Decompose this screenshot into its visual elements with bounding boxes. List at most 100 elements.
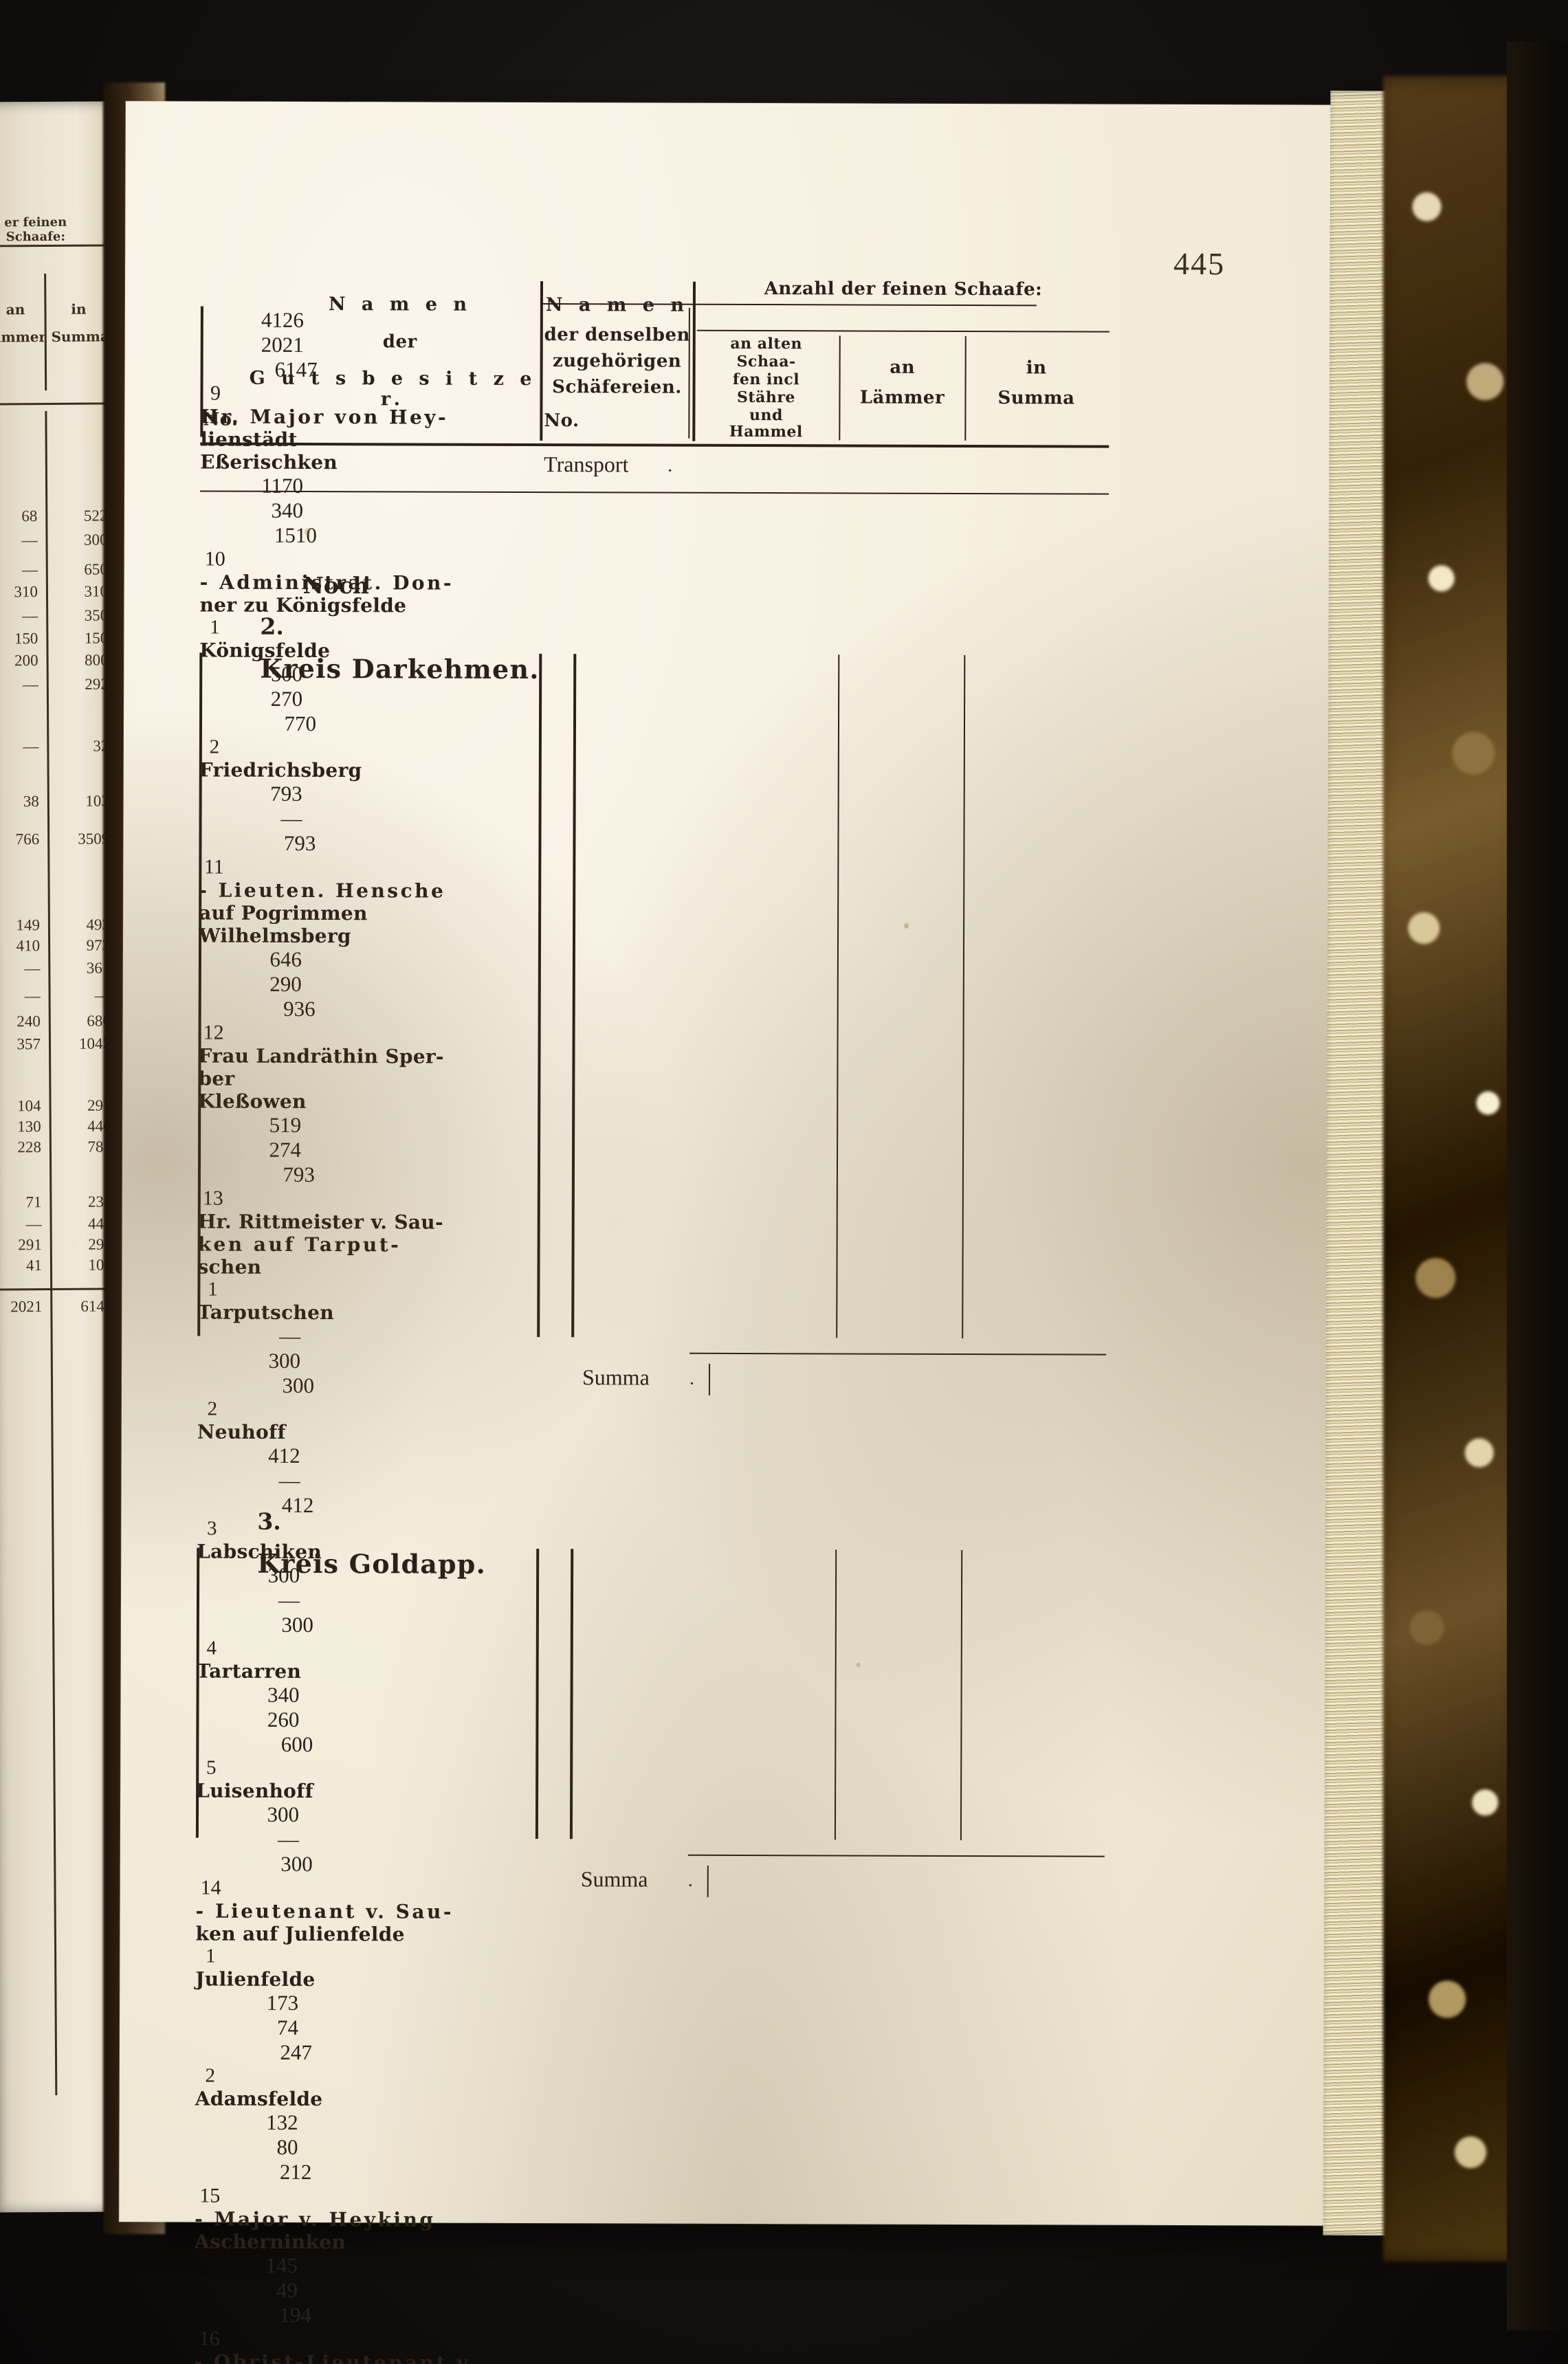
value-old-sheep: — <box>279 1323 301 1348</box>
verso-sum-value: 493 <box>86 916 111 934</box>
farm-sub-number: 5 <box>206 1756 217 1779</box>
value-old-sheep: 519 <box>269 1112 302 1137</box>
verso-col-sum-l1: in <box>71 300 87 318</box>
body-vrule-2 <box>569 1549 574 1840</box>
verso-lamb-value: 228 <box>17 1138 41 1156</box>
verso-sum-value: 150 <box>84 629 109 647</box>
verso-sum-value: 297 <box>87 1096 111 1114</box>
farm-name: Tartarren <box>196 1659 302 1683</box>
farm-sub-number: 2 <box>205 2064 216 2087</box>
verso-lamb-value: 41 <box>25 1257 43 1274</box>
value-old-sheep: 132 <box>266 2110 298 2134</box>
verso-lamb-value: 130 <box>17 1118 41 1136</box>
verso-sum-value: 522 <box>83 507 108 524</box>
verso-lamb-value: 291 <box>18 1236 42 1254</box>
verso-total-rule <box>0 1288 118 1291</box>
farm-sub-number: 3 <box>207 1517 217 1540</box>
value-sum: 793 <box>283 1162 316 1187</box>
col-farm-line2: der denselben <box>544 324 690 346</box>
body-vrule-3 <box>834 1549 837 1840</box>
verso-sum-value: 32 <box>93 737 109 755</box>
value-sum: 936 <box>283 996 316 1021</box>
col-old-line2: Schaa- <box>736 352 796 371</box>
row-number: 13 <box>202 1186 223 1210</box>
value-old-sheep: 173 <box>266 1990 299 2015</box>
recto-page: 445 Anzahl der feinen Schaafe: N a m e <box>119 101 1370 2364</box>
summa-top-rule <box>689 1352 1107 1356</box>
col-owner-line2: der <box>382 331 417 353</box>
value-sum: 300 <box>281 1612 313 1637</box>
value-lambs: — <box>277 1826 299 1851</box>
transport-dot: . <box>667 454 673 476</box>
col-old-line1: an alten <box>730 334 803 353</box>
verso-lamb-value: 38 <box>23 793 39 810</box>
spine-shadow <box>1507 41 1568 2330</box>
verso-sum-value: 443 <box>88 1215 112 1233</box>
body-vrule-4 <box>960 1549 963 1840</box>
verso-sum-value: 100 <box>88 1256 113 1274</box>
verso-sum-value: 1042 <box>78 1035 111 1052</box>
value-lambs: 80 <box>276 2134 298 2159</box>
value-sum: 194 <box>279 2302 311 2328</box>
verso-lamb-value: 2021 <box>10 1298 43 1316</box>
section-title: Kreis Goldapp. <box>257 1547 487 1580</box>
verso-lamb-value: 766 <box>15 830 40 848</box>
value-lambs: 260 <box>267 1707 300 1732</box>
col-lambs-line1: an <box>890 357 916 378</box>
farm-name: Adamsfelde <box>195 2087 323 2111</box>
owner-name-line: ber <box>198 1067 235 1090</box>
summa-vrule <box>708 1363 711 1395</box>
verso-sum-value: 310 <box>84 582 109 600</box>
summa-dot: . <box>689 1367 695 1389</box>
page-number: 445 <box>1173 245 1226 282</box>
value-old-sheep: 646 <box>269 947 302 971</box>
verso-lamb-value: 149 <box>16 916 41 934</box>
verso-sum-value: 361 <box>86 959 111 977</box>
row-number: 9 <box>210 382 221 405</box>
value-lambs: 274 <box>269 1137 302 1162</box>
verso-lamb-value: — <box>25 1215 42 1233</box>
verso-lamb-value: — <box>24 960 41 977</box>
owner-name-line: - Lieutenant v. Sau- <box>195 1899 454 1923</box>
verso-sum-column: 522 300 650 310 350 150 800 292 32 103 3509 493 973 3… <box>0 101 112 1314</box>
foxing-spot <box>904 923 909 929</box>
owner-name-line: ken auf Tarput- <box>197 1233 401 1257</box>
verso-lamb-value: 410 <box>16 937 41 955</box>
verso-lamb-value: 357 <box>16 1035 41 1053</box>
row-number: 12 <box>203 1021 224 1044</box>
value-sum: 300 <box>282 1373 315 1398</box>
verso-col-lambs-l2: Lämmer <box>0 329 47 346</box>
row-number: 16 <box>199 2327 220 2350</box>
col-old-line3: fen incl <box>732 370 800 389</box>
verso-col-lambs-l1: an <box>5 301 25 318</box>
verso-sum-value: 300 <box>83 531 108 549</box>
owner-name-line: - Lieuten. Hensche <box>199 879 446 903</box>
summa-dot: . <box>687 1869 693 1891</box>
verso-lamb-value: — <box>24 987 41 1005</box>
row-number: 14 <box>200 1876 221 1899</box>
value-old-sheep: 145 <box>265 2253 298 2277</box>
section-continued-text: Noch <box>302 571 369 599</box>
summa-label: Summa <box>580 1866 648 1892</box>
section-heading: 3. Kreis Goldapp. <box>257 1508 486 1580</box>
verso-sum-value: 650 <box>84 560 108 578</box>
body-vrule-3 <box>836 654 840 1338</box>
value-lambs: 340 <box>271 498 304 522</box>
verso-sum-value: 103 <box>85 792 109 810</box>
farm-name: Friedrichsberg <box>199 758 362 782</box>
value-old-sheep: 300 <box>267 1802 300 1826</box>
verso-rule-2 <box>0 402 113 406</box>
owner-name-line: Hr. Rittmeister v. Sau- <box>197 1210 443 1234</box>
verso-sum-value: 973 <box>86 936 111 954</box>
foxing-spot <box>304 527 311 536</box>
value-old-sheep: 1170 <box>261 473 304 498</box>
verso-lamb-value: — <box>21 531 38 549</box>
summa-label: Summa <box>582 1365 650 1390</box>
verso-sum-value: 291 <box>88 1235 112 1253</box>
verso-lamb-value: 104 <box>16 1097 41 1115</box>
verso-group-title: er feinen Schaafe: <box>4 214 67 245</box>
col-sum-line1: in <box>1026 357 1047 379</box>
verso-lamb-value: 68 <box>21 507 38 525</box>
row-number: 15 <box>199 2184 221 2207</box>
transport-label: Transport <box>544 452 629 477</box>
